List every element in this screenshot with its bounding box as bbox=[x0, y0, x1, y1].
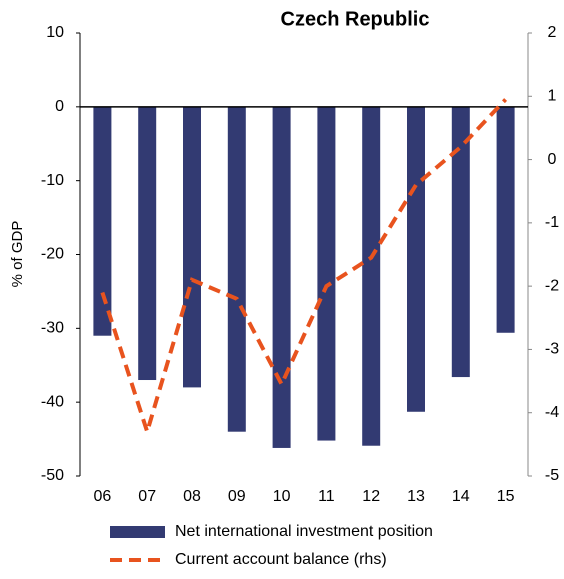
legend-label: Current account balance (rhs) bbox=[175, 551, 387, 568]
y2-tick-label: -2 bbox=[545, 277, 559, 294]
x-tick-label: 08 bbox=[183, 488, 201, 505]
x-tick-label: 13 bbox=[407, 488, 425, 505]
chart-title: Czech Republic bbox=[281, 8, 430, 30]
x-tick-label: 12 bbox=[362, 488, 380, 505]
legend-label: Net international investment position bbox=[175, 523, 433, 540]
line bbox=[100, 98, 508, 439]
bar bbox=[227, 106, 246, 432]
y-tick-label: -10 bbox=[41, 172, 64, 189]
bar bbox=[272, 106, 291, 448]
x-tick-label: 11 bbox=[318, 488, 335, 505]
y-tick-label: 10 bbox=[46, 24, 64, 41]
legend-swatch bbox=[110, 526, 165, 538]
y2-tick-label: 2 bbox=[548, 24, 557, 41]
y2-tick-label: -3 bbox=[545, 341, 559, 358]
y2-tick-label: -1 bbox=[545, 214, 559, 231]
x-tick-label: 07 bbox=[138, 488, 156, 505]
y-tick-label: 0 bbox=[55, 98, 64, 115]
x-tick-label: 10 bbox=[273, 488, 291, 505]
bar bbox=[362, 106, 381, 446]
bar bbox=[407, 106, 425, 412]
y2-tick-label: -5 bbox=[545, 467, 559, 484]
bar bbox=[317, 106, 336, 441]
y-tick-label: -30 bbox=[41, 320, 64, 337]
y-tick-label: -50 bbox=[41, 467, 64, 484]
bar bbox=[183, 106, 201, 388]
y2-tick-label: 1 bbox=[548, 88, 557, 105]
bar bbox=[451, 106, 470, 378]
x-tick-label: 06 bbox=[94, 488, 112, 505]
y2-tick-label: 0 bbox=[548, 151, 557, 168]
bar bbox=[496, 106, 515, 333]
x-tick-label: 09 bbox=[228, 488, 246, 505]
x-tick-label: 15 bbox=[497, 488, 515, 505]
bar bbox=[93, 106, 112, 336]
y2-tick-label: -4 bbox=[545, 404, 559, 421]
bar bbox=[138, 106, 157, 381]
y-tick-label: -20 bbox=[41, 246, 64, 263]
y-axis-label: % of GDP bbox=[9, 221, 26, 288]
y-tick-label: -40 bbox=[41, 393, 64, 410]
x-tick-label: 14 bbox=[452, 488, 470, 505]
